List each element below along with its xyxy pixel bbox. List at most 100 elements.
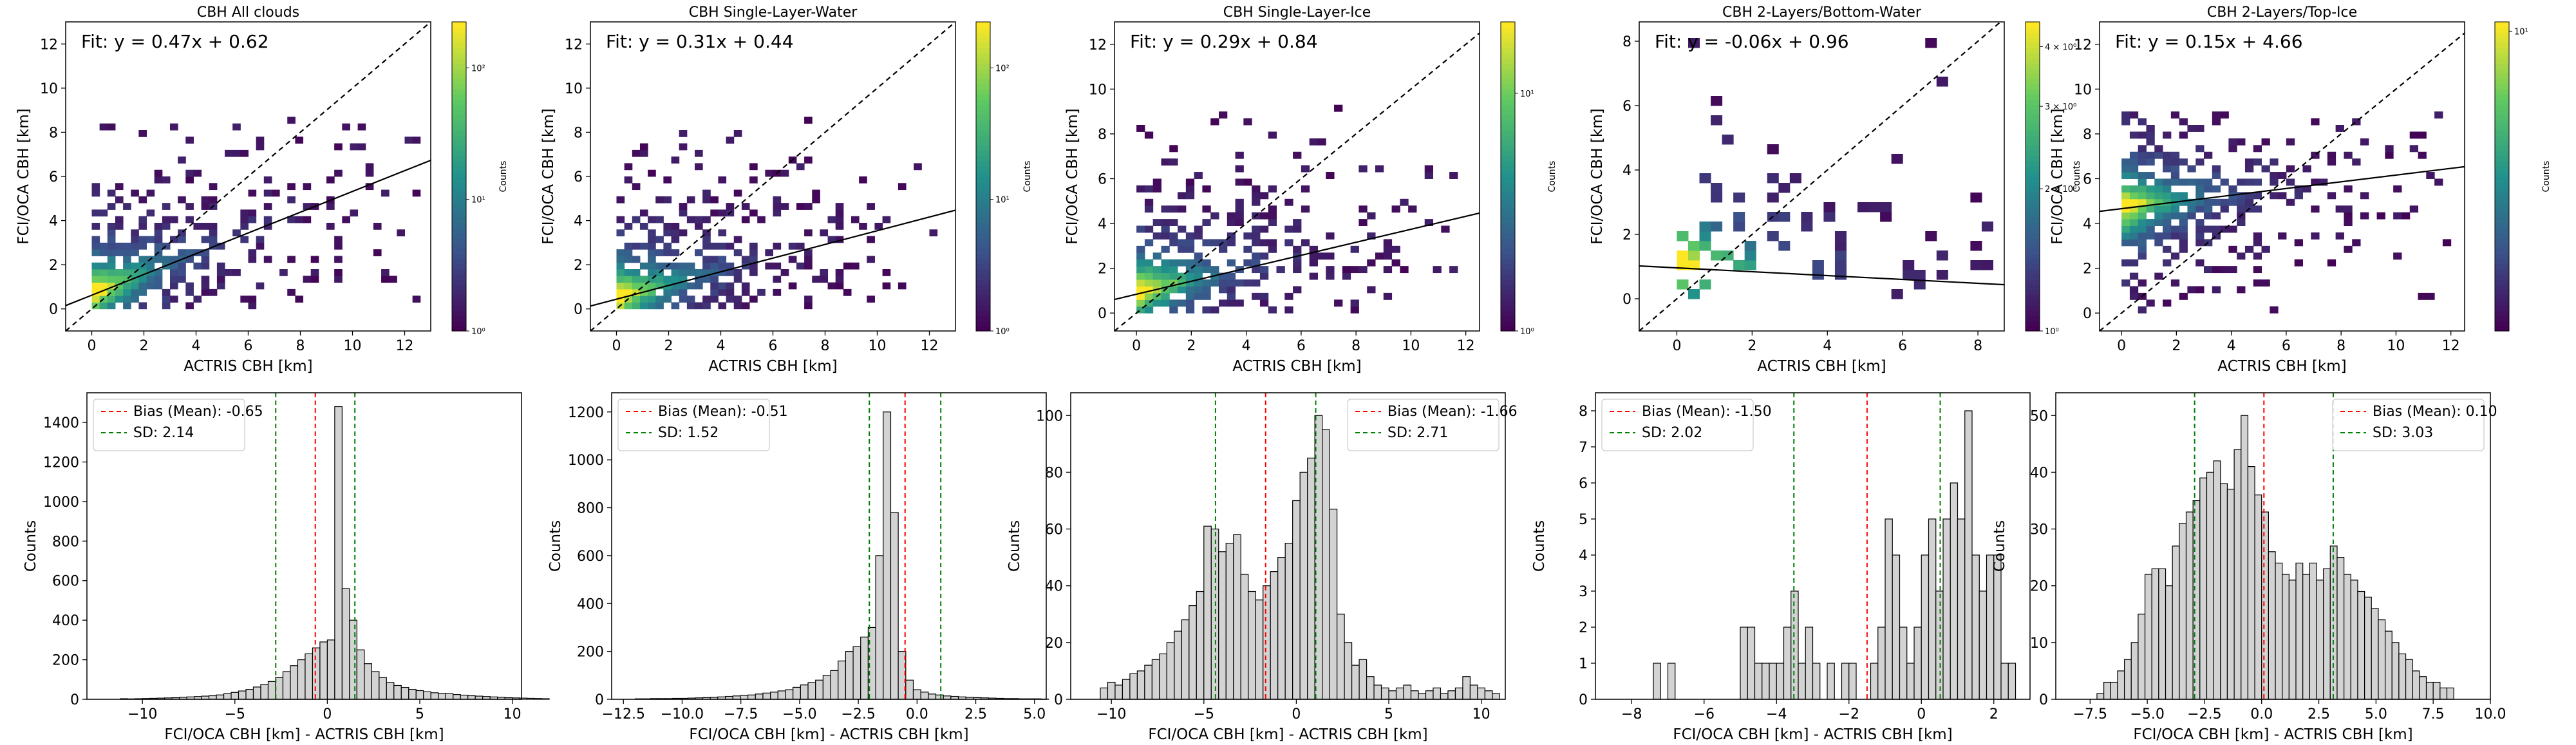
heatmap-cell — [146, 189, 155, 197]
colorbar-segment — [452, 58, 466, 64]
heatmap-cell — [1981, 222, 1993, 232]
colorbar-segment — [452, 171, 466, 177]
colorbar-segment — [2026, 104, 2040, 110]
fit-label: Fit: y = 0.29x + 0.84 — [1130, 31, 1318, 52]
heatmap-cell — [1891, 289, 1903, 299]
colorbar-segment — [1501, 176, 1515, 182]
heatmap-cell — [624, 176, 633, 184]
heatmap-cell — [1981, 260, 1993, 270]
legend-label: Bias (Mean): 0.10 — [2373, 404, 2497, 420]
colorbar-segment — [2495, 207, 2509, 213]
heatmap-cell — [663, 196, 672, 203]
heatmap-cell — [2418, 131, 2427, 139]
heatmap-cell — [2228, 138, 2237, 146]
heatmap-cell — [741, 256, 750, 263]
heatmap-cell — [1925, 231, 1937, 241]
colorbar-segment — [2495, 166, 2509, 172]
histogram-bar — [1454, 687, 1463, 700]
colorbar-segment — [1501, 135, 1515, 141]
histogram-bar — [1848, 663, 1857, 700]
colorbar-segment — [2495, 48, 2509, 53]
histogram-bar — [408, 689, 417, 700]
heatmap-cell — [2360, 138, 2369, 146]
histogram-bar — [1812, 663, 1821, 700]
histogram-bar — [1144, 665, 1152, 700]
heatmap-cell — [334, 242, 343, 250]
heatmap-cell — [804, 296, 813, 303]
histogram-bar — [2123, 659, 2132, 700]
histogram-bar — [1359, 659, 1368, 700]
heatmap-cell — [726, 203, 735, 210]
heatmap-cell — [1136, 306, 1145, 314]
heatmap-cell — [123, 262, 131, 270]
heatmap-cell — [154, 223, 163, 230]
heatmap-cell — [1424, 172, 1434, 179]
heatmap-cell — [154, 242, 163, 250]
colorbar-segment — [2026, 182, 2040, 187]
heatmap-cell — [639, 149, 648, 157]
histogram-bar — [238, 690, 247, 700]
heatmap-cell — [287, 183, 296, 191]
heatmap-cell — [1293, 286, 1302, 294]
plot-frame — [2099, 21, 2465, 332]
colorbar-segment — [976, 79, 990, 84]
heatmap-cell — [162, 256, 171, 263]
heatmap-cell — [780, 269, 789, 276]
heatmap-cell — [1383, 245, 1393, 253]
heatmap-cell — [2187, 212, 2196, 220]
heatmap-cell — [1194, 266, 1203, 274]
heatmap-cell — [1243, 259, 1252, 267]
colorbar-segment — [452, 187, 466, 193]
heatmap-cell — [201, 288, 210, 296]
heatmap-cell — [131, 242, 139, 250]
heatmap-cell — [170, 269, 178, 276]
colorbar-segment — [2026, 285, 2040, 290]
heatmap-cell — [1391, 259, 1400, 267]
heatmap-cell — [1284, 225, 1293, 233]
heatmap-cell — [2146, 138, 2155, 146]
y-tick-label: 8 — [49, 125, 58, 141]
legend-label: Bias (Mean): -0.51 — [658, 404, 788, 420]
heatmap-cell — [695, 302, 703, 310]
heatmap-cell — [2237, 192, 2246, 200]
histogram-bar — [2440, 687, 2448, 700]
heatmap-cell — [365, 183, 374, 191]
colorbar-segment — [976, 63, 990, 69]
heatmap-cell — [1136, 292, 1145, 300]
colorbar-segment — [1501, 228, 1515, 234]
heatmap-cell — [91, 189, 100, 197]
heatmap-cell — [749, 256, 758, 263]
colorbar-segment — [1501, 27, 1515, 33]
heatmap-cell — [303, 216, 312, 223]
heatmap-cell — [2129, 272, 2139, 280]
heatmap-cell — [648, 269, 656, 276]
heatmap-cell — [695, 276, 703, 283]
heatmap-cell — [616, 229, 625, 237]
colorbar-segment — [2495, 264, 2509, 270]
heatmap-cell — [2170, 158, 2180, 166]
histogram-bar — [777, 690, 786, 700]
heatmap-cell — [178, 249, 186, 256]
histogram-bar — [2172, 545, 2180, 700]
heatmap-cell — [2270, 178, 2279, 186]
heatmap-cell — [835, 216, 844, 223]
heatmap-cell — [1178, 192, 1187, 200]
histogram-bar — [920, 692, 929, 700]
colorbar-segment — [2495, 228, 2509, 234]
heatmap-cell — [1161, 245, 1170, 253]
colorbar-segment — [452, 295, 466, 301]
histogram-bar — [860, 636, 869, 700]
colorbar-segment — [452, 202, 466, 208]
x-tick-label: −6 — [1694, 706, 1715, 722]
heatmap-cell — [295, 296, 304, 303]
heatmap-cell — [710, 296, 719, 303]
histogram-bar — [1203, 525, 1212, 700]
heatmap-cell — [655, 216, 664, 223]
colorbar-segment — [2495, 310, 2509, 316]
heatmap-cell — [99, 302, 108, 310]
colorbar-segment — [2026, 187, 2040, 193]
heatmap-cell — [726, 282, 735, 290]
histogram-bar — [1447, 690, 1456, 700]
heatmap-cell — [1219, 245, 1228, 253]
